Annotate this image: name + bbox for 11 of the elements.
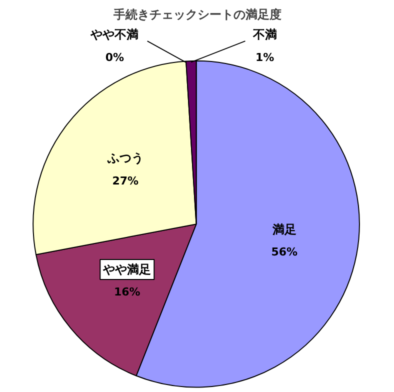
data-label: 16% xyxy=(114,286,140,299)
slice-label: やや満足 xyxy=(102,262,152,277)
data-label: 1% xyxy=(255,50,274,64)
slice-label: ふつう xyxy=(106,151,144,166)
slice-label: 不満 xyxy=(252,28,277,42)
data-label: 27% xyxy=(112,174,139,188)
chart-title: 手続きチェックシートの満足度 xyxy=(112,8,282,22)
category-label: やや不満 xyxy=(90,28,139,42)
data-label: 56% xyxy=(271,246,298,259)
text: 0% xyxy=(105,50,124,64)
slice-label: 満足 xyxy=(271,222,296,236)
